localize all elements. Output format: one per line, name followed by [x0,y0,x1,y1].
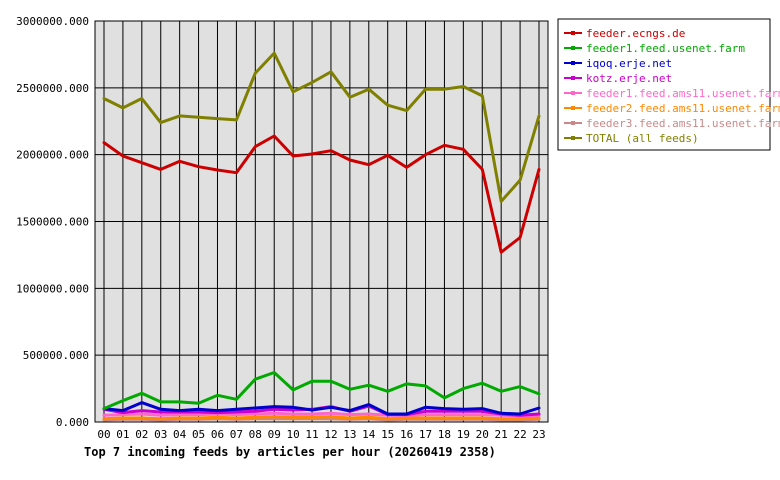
legend-label-feeder-ecngs-de: feeder.ecngs.de [586,27,685,40]
grid [95,20,548,423]
x-tick-label: 13 [343,428,356,441]
x-tick-label: 10 [287,428,300,441]
x-tick-label: 02 [135,428,148,441]
legend-marker-feeder3-feed-ams11-usenet-farm [571,121,575,125]
legend-label-feeder2-feed-ams11-usenet-farm: feeder2.feed.ams11.usenet.farm [586,102,780,115]
x-axis: 00 01 02 03 04 05 06 07 08 09 10 11 12 13 14 15 16 17 18 19… [97,428,545,441]
x-tick-label: 22 [513,428,526,441]
x-tick-label: 05 [192,428,205,441]
x-tick-label: 21 [495,428,508,441]
chart-title: Top 7 incoming feeds by articles per hou… [84,445,496,459]
x-tick-label: 04 [173,428,187,441]
legend-label-feeder1-feed-ams11-usenet-farm: feeder1.feed.ams11.usenet.farm [586,87,780,100]
x-tick-label: 00 [97,428,110,441]
y-tick-label: 2000000.000 [16,149,89,162]
y-axis: 0.000 500000.000 1000000.000 1500000.000 200… [16,15,89,429]
x-tick-label: 11 [305,428,318,441]
legend-marker-total-all-feeds [571,136,575,140]
x-tick-label: 09 [268,428,281,441]
legend: feeder.ecngs.de feeder1.feed.usenet.farm i… [557,18,780,151]
y-tick-label: 3000000.000 [16,15,89,28]
x-tick-label: 17 [419,428,432,441]
x-tick-label: 20 [476,428,489,441]
legend-marker-feeder1-feed-ams11-usenet-farm [571,91,575,95]
series-lines [102,51,541,422]
x-tick-label: 06 [211,428,224,441]
legend-box [557,18,771,151]
legend-marker-feeder2-feed-ams11-usenet-farm [571,106,575,110]
x-tick-label: 23 [532,428,545,441]
legend-marker-feeder1-feed-usenet-farm [571,46,575,50]
x-tick-label: 12 [324,428,337,441]
x-tick-label: 16 [400,428,413,441]
x-tick-label: 14 [362,428,376,441]
legend-label-feeder1-feed-usenet-farm: feeder1.feed.usenet.farm [586,42,745,55]
y-tick-label: 1000000.000 [16,282,89,295]
y-tick-label: 500000.000 [23,349,89,362]
series-line-feeder2-feed-ams11-usenet-farm [102,415,541,421]
legend-marker-iqoq-erje-net [571,61,575,65]
x-tick-label: 03 [154,428,167,441]
x-tick-label: 18 [438,428,451,441]
legend-label-total-all-feeds: TOTAL (all feeds) [586,132,699,145]
x-tick-label: 19 [457,428,470,441]
y-tick-label: 2500000.000 [16,82,89,95]
series-line-feeder1-feed-usenet-farm [102,371,541,411]
legend-label-kotz-erje-net: kotz.erje.net [586,72,672,85]
series-line-iqoq-erje-net [102,401,541,416]
series-line-feeder-ecngs-de [102,134,541,254]
x-tick-label: 15 [381,428,394,441]
y-tick-label: 1500000.000 [16,216,89,229]
series-line-feeder1-feed-ams11-usenet-farm [102,411,541,418]
y-tick-label: 0.000 [56,416,89,429]
legend-label-iqoq-erje-net: iqoq.erje.net [586,57,672,70]
x-tick-label: 07 [230,428,243,441]
x-tick-label: 01 [116,428,129,441]
legend-marker-kotz-erje-net [571,76,575,80]
series-line-total-all-feeds [102,51,541,203]
legend-label-feeder3-feed-ams11-usenet-farm: feeder3.feed.ams11.usenet.farm [586,117,780,130]
x-tick-label: 08 [249,428,262,441]
legend-marker-feeder-ecngs-de [571,31,575,35]
